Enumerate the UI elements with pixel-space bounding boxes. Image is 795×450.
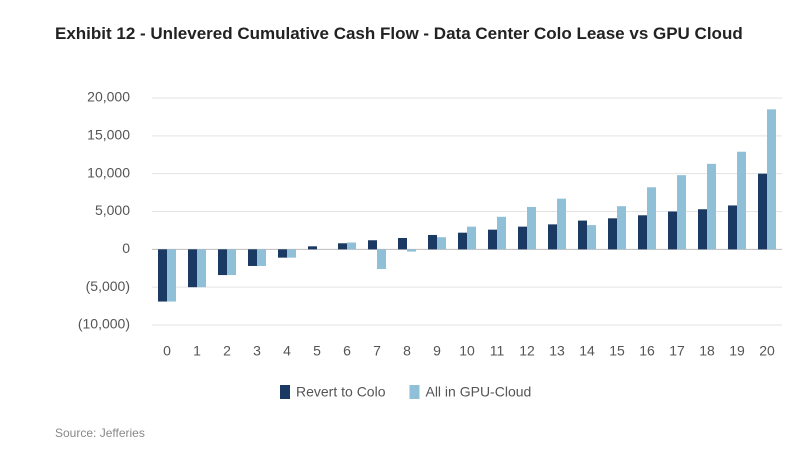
bar: [698, 209, 707, 250]
legend-swatch: [280, 385, 290, 399]
chart: (10,000) (5,000) 0 5,000 10,000 15,000 20,000 0…: [78, 89, 782, 400]
y-tick-label: 20,000: [87, 89, 130, 105]
y-tick-label: 15,000: [87, 127, 130, 143]
x-tick-label: 10: [459, 343, 475, 359]
bar: [428, 234, 437, 250]
x-tick-label: 8: [403, 343, 411, 359]
bar: [557, 198, 566, 250]
bar: [248, 249, 257, 266]
bar: [677, 175, 686, 250]
bar: [707, 163, 716, 250]
bar: [767, 109, 776, 250]
x-tick-label: 18: [699, 343, 715, 359]
bar: [548, 224, 557, 250]
bar: [518, 226, 527, 250]
x-tick-label: 12: [519, 343, 535, 359]
x-tick-label: 6: [343, 343, 351, 359]
bar: [188, 249, 197, 288]
x-tick-label: 2: [223, 343, 231, 359]
x-tick-label: 19: [729, 343, 745, 359]
bar: [737, 151, 746, 250]
bar: [617, 206, 626, 250]
x-tick-label: 9: [433, 343, 441, 359]
y-tick-label: (5,000): [86, 278, 130, 294]
bar: [347, 242, 356, 250]
bar: [728, 205, 737, 250]
bar: [257, 249, 266, 266]
bar: [578, 220, 587, 250]
bar: [407, 249, 416, 252]
bar: [197, 249, 206, 288]
legend-label: Revert to Colo: [296, 384, 386, 400]
bar: [758, 173, 767, 250]
bar: [167, 249, 176, 302]
bar: [668, 211, 677, 250]
x-tick-label: 17: [669, 343, 685, 359]
bar: [158, 249, 167, 302]
bar: [398, 237, 407, 250]
bar: [527, 206, 536, 250]
bar: [287, 249, 296, 258]
y-tick-label: 0: [122, 240, 130, 256]
bar: [437, 237, 446, 250]
y-tick-label: 5,000: [95, 202, 130, 218]
bar: [467, 226, 476, 250]
bar: [308, 246, 317, 250]
x-tick-label: 0: [163, 343, 171, 359]
x-tick-label: 11: [490, 343, 505, 359]
bar: [638, 215, 647, 250]
bar: [587, 225, 596, 250]
bar: [488, 229, 497, 250]
x-tick-label: 16: [639, 343, 655, 359]
x-tick-label: 14: [579, 343, 595, 359]
x-tick-label: 4: [283, 343, 291, 359]
x-tick-label: 20: [759, 343, 775, 359]
x-tick-label: 15: [609, 343, 625, 359]
bar: [497, 216, 506, 250]
chart-title: Exhibit 12 - Unlevered Cumulative Cash F…: [55, 24, 743, 43]
x-tick-label: 1: [193, 343, 201, 359]
bar: [458, 232, 467, 250]
x-tick-label: 3: [253, 343, 261, 359]
x-tick-label: 13: [549, 343, 565, 359]
y-tick-label: (10,000): [78, 316, 130, 332]
bar: [338, 243, 347, 250]
bar: [278, 249, 287, 258]
legend-label: All in GPU-Cloud: [425, 384, 531, 400]
y-tick-label: 10,000: [87, 164, 130, 180]
x-tick-label: 5: [313, 343, 321, 359]
bar: [647, 187, 656, 250]
bar: [368, 240, 377, 250]
source-note: Source: Jefferies: [55, 426, 145, 440]
bar: [227, 249, 236, 276]
bar: [608, 218, 617, 250]
bar: [377, 249, 386, 270]
bar: [218, 249, 227, 276]
legend-swatch: [409, 385, 420, 399]
x-tick-label: 7: [373, 343, 381, 359]
